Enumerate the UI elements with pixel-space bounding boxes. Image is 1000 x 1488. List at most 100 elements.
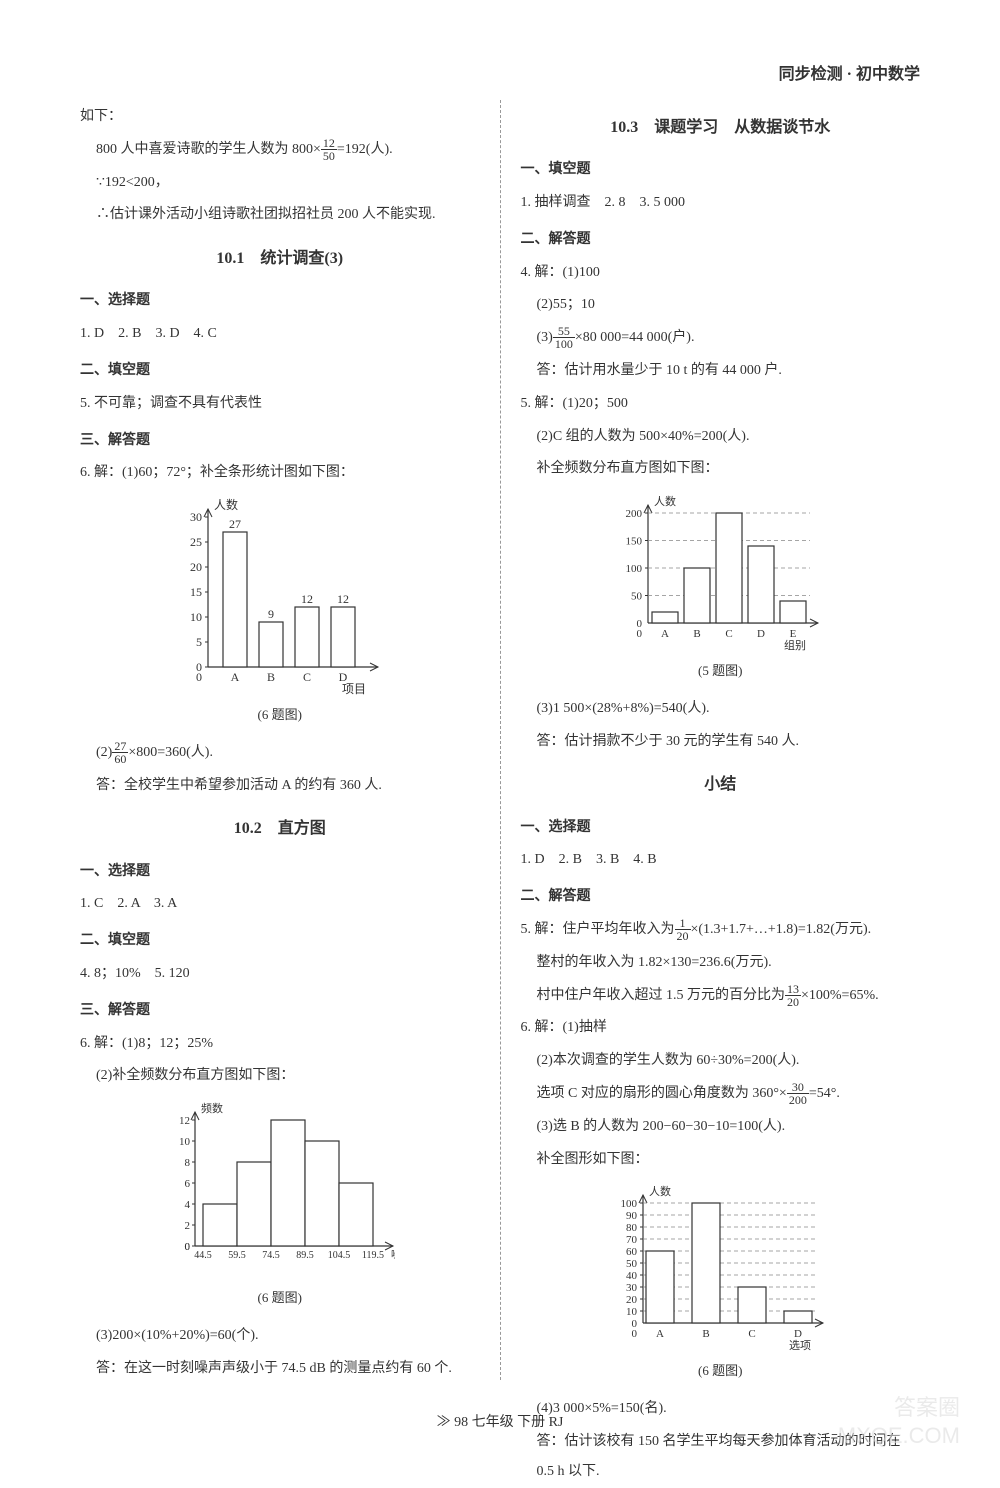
fraction: 30200	[787, 1081, 809, 1106]
svg-text:选项: 选项	[789, 1339, 811, 1352]
svg-text:D: D	[794, 1328, 802, 1340]
section-title: 10.3 课题学习 从数据谈节水	[521, 110, 921, 145]
svg-text:12: 12	[179, 1115, 190, 1127]
svg-text:人数: 人数	[654, 495, 676, 508]
svg-text:2: 2	[184, 1220, 190, 1232]
answer-line: 1. 抽样调查 2. 8 3. 5 000	[521, 188, 921, 219]
svg-text:89.5: 89.5	[296, 1250, 314, 1261]
watermark: 答案圈 MXQE.COM	[838, 1394, 960, 1451]
svg-text:10: 10	[179, 1136, 191, 1148]
answer-line: 4. 8；10% 5. 120	[80, 959, 480, 990]
text-line: (2)55；10	[521, 290, 921, 321]
text-span: 选项 C 对应的扇形的圆心角度数为 360°×	[537, 1086, 787, 1101]
svg-text:70: 70	[626, 1234, 638, 1246]
text-span: (2)	[96, 745, 112, 760]
text-line: 5. 解：住户平均年收入为120×(1.3+1.7+…+1.8)=1.82(万元…	[521, 915, 921, 946]
svg-text:15: 15	[190, 585, 202, 599]
text-line: 答：估计用水量少于 10 t 的有 44 000 户.	[521, 356, 921, 387]
svg-text:59.5: 59.5	[228, 1250, 246, 1261]
svg-text:E: E	[790, 628, 797, 640]
svg-text:150: 150	[626, 536, 643, 548]
svg-text:B: B	[703, 1328, 710, 1340]
svg-text:C: C	[726, 628, 733, 640]
text-line: 如下：	[80, 102, 480, 133]
text-line: 村中住户年收入超过 1.5 万元的百分比为1320×100%=65%.	[521, 981, 921, 1012]
text-span: ×80 000=44 000(户).	[575, 330, 695, 345]
text-line: (2)C 组的人数为 500×40%=200(人).	[521, 422, 921, 453]
subsection-title: 一、选择题	[521, 813, 921, 844]
svg-text:人数: 人数	[649, 1185, 671, 1198]
text-line: (2)本次调查的学生人数为 60÷30%=200(人).	[521, 1046, 921, 1077]
svg-text:60: 60	[626, 1246, 638, 1258]
histogram-chart: 02468101244.559.574.589.5104.5119.5频数噪声声…	[165, 1100, 395, 1280]
svg-text:D: D	[757, 628, 765, 640]
text-line: 整村的年收入为 1.82×130=236.6(万元).	[521, 948, 921, 979]
text-line: 4. 解：(1)100	[521, 258, 921, 289]
svg-text:C: C	[303, 670, 311, 684]
svg-text:组别: 组别	[784, 638, 806, 652]
svg-text:100: 100	[626, 563, 643, 575]
svg-text:30: 30	[190, 510, 202, 524]
watermark-line: 答案圈	[838, 1394, 960, 1423]
subsection-title: 三、解答题	[80, 426, 480, 457]
bar-chart-3: 050100150200ABCDE人数组别0	[610, 493, 830, 653]
bar-chart-1: 051015202530A27B9C12D12人数项目0	[170, 497, 390, 697]
svg-text:0: 0	[632, 1328, 638, 1340]
svg-text:200: 200	[626, 508, 643, 520]
svg-text:119.5: 119.5	[362, 1250, 384, 1261]
svg-text:C: C	[749, 1328, 756, 1340]
section-title: 10.1 统计调查(3)	[80, 241, 480, 276]
svg-text:44.5: 44.5	[194, 1250, 212, 1261]
svg-text:10: 10	[190, 610, 202, 624]
text-line: 补全图形如下图：	[521, 1145, 921, 1176]
answer-line: 1. D 2. B 3. B 4. B	[521, 845, 921, 876]
text-line: (3)200×(10%+20%)=60(个).	[80, 1321, 480, 1352]
text-line: (3)1 500×(28%+8%)=540(人).	[521, 694, 921, 725]
text-span: ×100%=65%.	[801, 988, 879, 1003]
subsection-title: 一、选择题	[80, 857, 480, 888]
svg-text:频数: 频数	[201, 1101, 223, 1115]
svg-text:B: B	[694, 628, 701, 640]
section-title: 小结	[521, 767, 921, 802]
content-columns: 如下： 800 人中喜爱诗歌的学生人数为 800×1250=192(人). ∵1…	[60, 100, 940, 1380]
answer-line: 6. 解：(1)60；72°；补全条形统计图如下图：	[80, 458, 480, 489]
svg-text:10: 10	[626, 1306, 638, 1318]
answer-line: 1. D 2. B 3. D 4. C	[80, 319, 480, 350]
svg-text:0: 0	[637, 628, 643, 640]
text-line: (2)补全频数分布直方图如下图：	[80, 1061, 480, 1092]
svg-text:A: A	[661, 628, 669, 640]
text-line: 5. 解：(1)20；500	[521, 389, 921, 420]
chart-caption: (5 题图)	[521, 657, 921, 686]
text-span: 村中住户年收入超过 1.5 万元的百分比为	[537, 988, 786, 1003]
text-line: 答：全校学生中希望参加活动 A 的约有 360 人.	[80, 771, 480, 802]
right-column: 10.3 课题学习 从数据谈节水 一、填空题 1. 抽样调查 2. 8 3. 5…	[501, 100, 941, 1380]
svg-text:40: 40	[626, 1270, 638, 1282]
svg-text:0: 0	[196, 670, 202, 684]
text-span: ×800=360(人).	[128, 745, 213, 760]
svg-text:A: A	[656, 1328, 664, 1340]
text-line: 补全频数分布直方图如下图：	[521, 454, 921, 485]
answer-line: 6. 解：(1)8；12；25%	[80, 1029, 480, 1060]
text-span: 800 人中喜爱诗歌的学生人数为 800×	[96, 142, 321, 157]
text-line: 800 人中喜爱诗歌的学生人数为 800×1250=192(人).	[80, 135, 480, 166]
svg-text:27: 27	[229, 517, 241, 531]
svg-text:50: 50	[626, 1258, 638, 1270]
chart-caption: (6 题图)	[521, 1357, 921, 1386]
svg-text:100: 100	[621, 1198, 638, 1210]
text-line: 答：在这一时刻噪声声级小于 74.5 dB 的测量点约有 60 个.	[80, 1354, 480, 1385]
subsection-title: 二、填空题	[80, 356, 480, 387]
page-header: 同步检测 · 初中数学	[779, 60, 920, 84]
svg-text:90: 90	[626, 1210, 638, 1222]
svg-text:50: 50	[631, 591, 643, 603]
fraction: 1250	[321, 137, 337, 162]
svg-text:74.5: 74.5	[262, 1250, 280, 1261]
svg-text:25: 25	[190, 535, 202, 549]
svg-text:9: 9	[268, 607, 274, 621]
watermark-line: MXQE.COM	[838, 1422, 960, 1451]
svg-text:20: 20	[190, 560, 202, 574]
section-title: 10.2 直方图	[80, 811, 480, 846]
subsection-title: 二、填空题	[80, 926, 480, 957]
answer-line: 5. 不可靠；调查不具有代表性	[80, 389, 480, 420]
subsection-title: 三、解答题	[80, 996, 480, 1027]
fraction: 120	[675, 917, 691, 942]
